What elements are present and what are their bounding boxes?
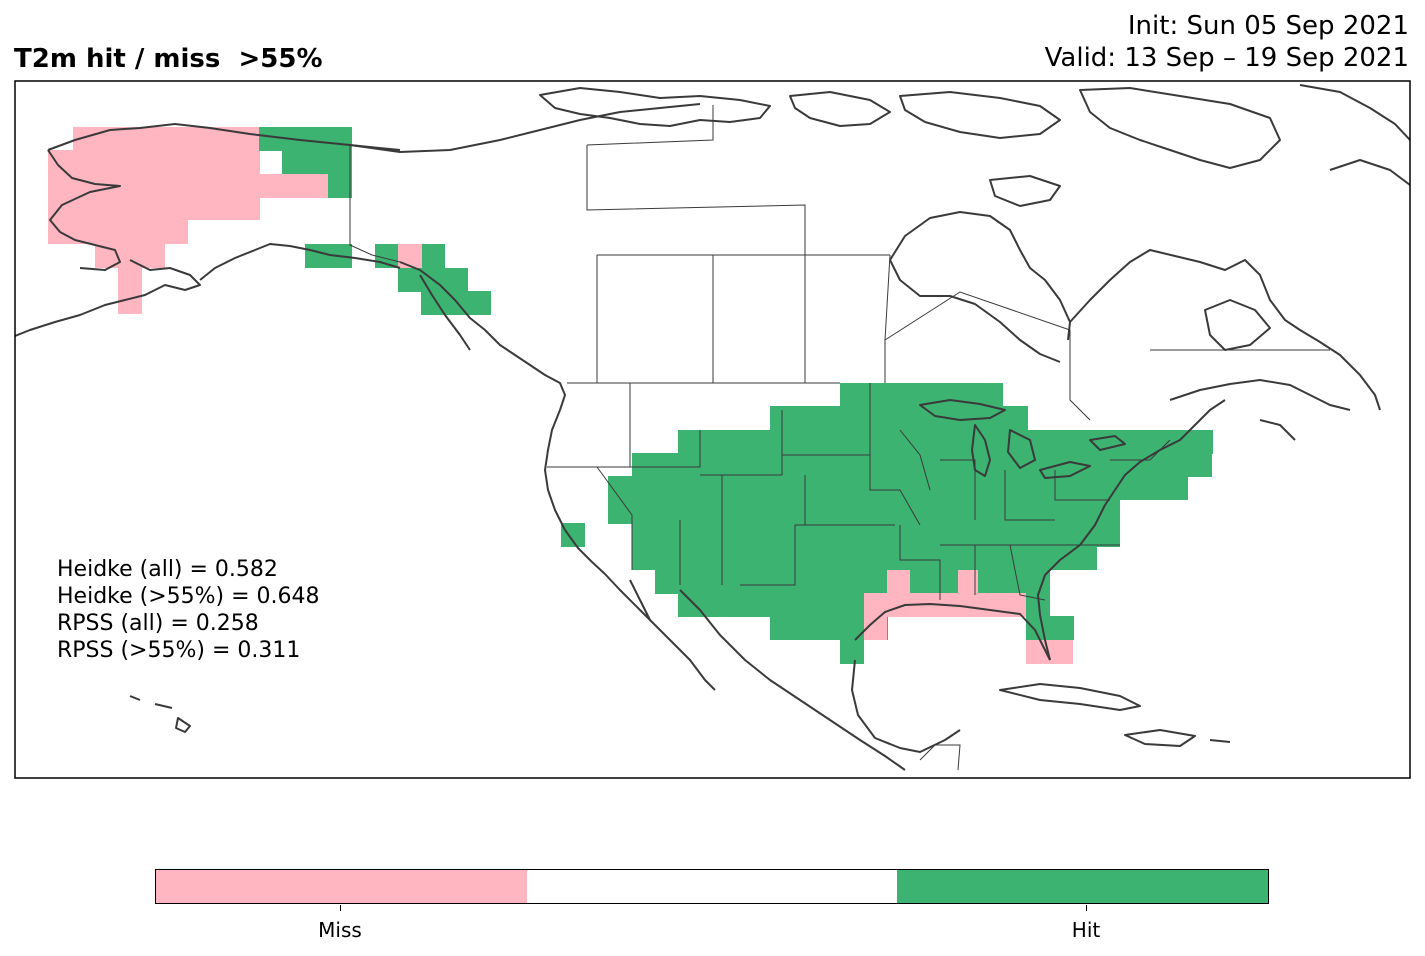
hit-cell	[1073, 430, 1213, 454]
miss-cell	[864, 616, 887, 640]
miss-cell	[48, 150, 260, 174]
hit-cell	[678, 430, 1073, 454]
colorbar-miss	[156, 870, 527, 903]
colorbar-label-miss: Miss	[318, 918, 362, 942]
date-info: Init: Sun 05 Sep 2021 Valid: 13 Sep – 19…	[1045, 10, 1409, 74]
hit-cell	[632, 453, 1212, 477]
heidke-all: Heidke (all) = 0.582	[57, 557, 278, 582]
hit-cell	[632, 546, 1097, 570]
miss-cell	[1026, 640, 1073, 664]
miss-cell	[48, 174, 328, 198]
heidke-55: Heidke (>55%) = 0.648	[57, 584, 320, 609]
init-date: Init: Sun 05 Sep 2021	[1127, 11, 1409, 41]
colorbar-tick-hit	[1086, 905, 1087, 911]
colorbar-label-hit: Hit	[1071, 918, 1101, 942]
miss-cell	[118, 268, 142, 314]
miss-cell	[398, 244, 422, 268]
valid-range: Valid: 13 Sep – 19 Sep 2021	[1044, 43, 1409, 73]
hit-cell	[632, 523, 1120, 547]
map-frame	[14, 80, 1411, 779]
colorbar	[155, 869, 1269, 904]
rpss-55: RPSS (>55%) = 0.311	[57, 638, 301, 663]
miss-cell	[48, 198, 260, 220]
hit-cell	[608, 476, 1188, 500]
hit-cell	[655, 570, 887, 594]
hit-cell	[561, 523, 585, 547]
hit-cell	[421, 244, 445, 268]
colorbar-hit	[897, 870, 1269, 903]
coastlines	[15, 84, 1410, 771]
hit-cell	[978, 570, 1026, 594]
borders	[349, 105, 1330, 771]
rpss-all: RPSS (all) = 0.258	[57, 611, 259, 636]
miss-cell	[48, 220, 188, 244]
chart-title: T2m hit / miss >55%	[14, 44, 323, 74]
forecast-cells	[48, 127, 1213, 664]
colorbar-neutral	[526, 870, 898, 903]
colorbar-tick-miss	[340, 905, 341, 911]
hit-cell	[282, 150, 352, 174]
miss-cell	[887, 570, 910, 594]
hit-cell	[328, 174, 352, 198]
hit-cell	[678, 593, 866, 617]
skill-scores: Heidke (all) = 0.582 Heidke (>55%) = 0.6…	[57, 556, 320, 664]
hit-cell	[770, 616, 818, 640]
hit-cell	[840, 640, 864, 664]
hit-cell	[259, 127, 352, 151]
hit-cell	[910, 570, 958, 594]
miss-cell	[958, 570, 978, 594]
